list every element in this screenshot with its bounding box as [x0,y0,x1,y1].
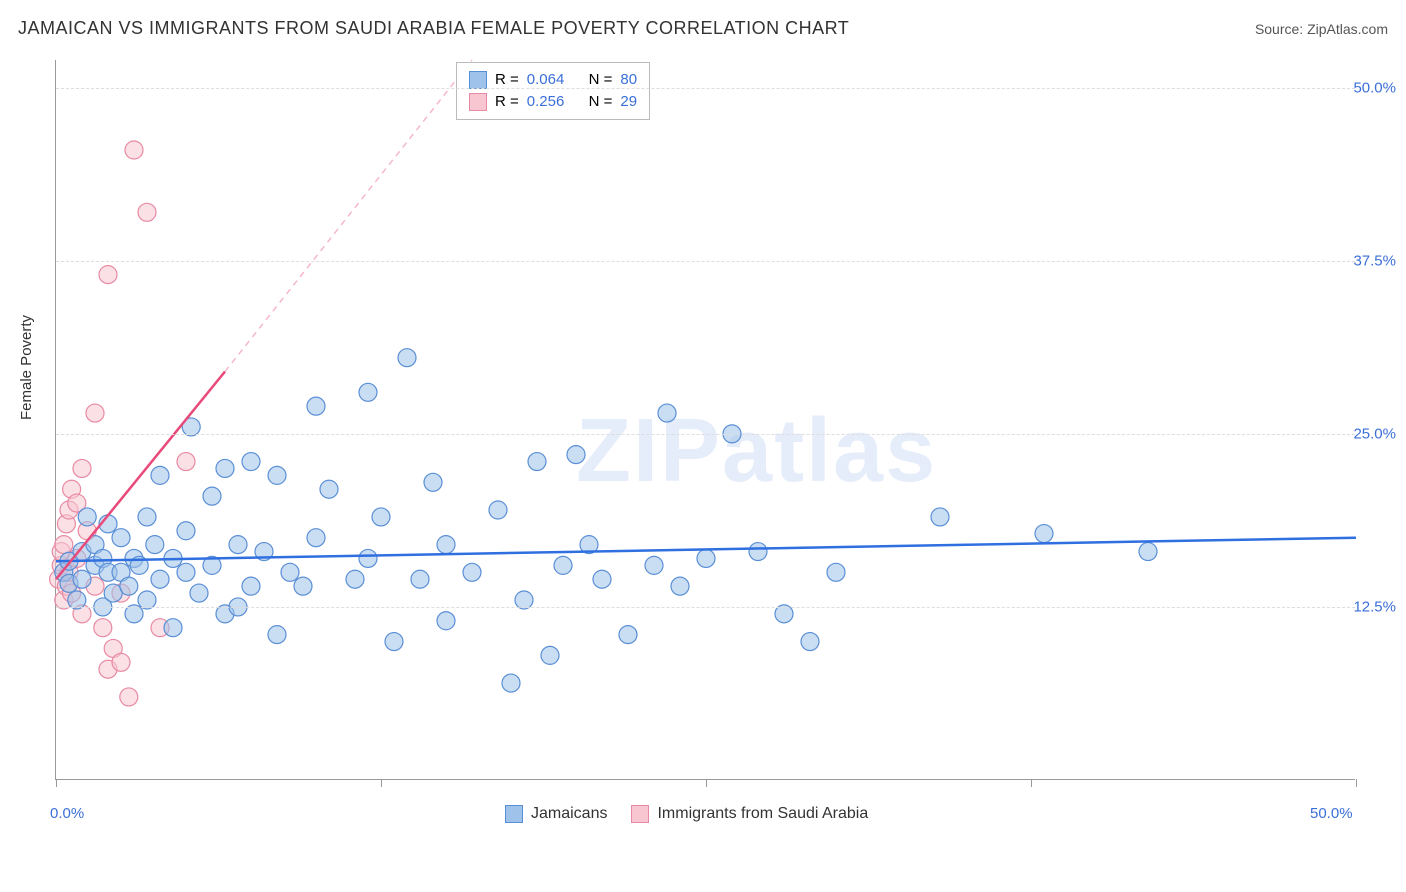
correlation-legend: R = 0.064 N = 80 R = 0.256 N = 29 [456,62,650,120]
data-point [359,383,377,401]
data-point [827,563,845,581]
plot-area: ZIPatlas R = 0.064 N = 80 R = 0.256 N = … [55,60,1355,780]
chart-title: JAMAICAN VS IMMIGRANTS FROM SAUDI ARABIA… [18,18,849,39]
data-point [138,508,156,526]
data-point [73,459,91,477]
data-point [281,563,299,581]
gridline [56,261,1355,262]
data-point [1139,543,1157,561]
data-point [411,570,429,588]
data-point [697,549,715,567]
legend-row: R = 0.256 N = 29 [469,91,637,113]
gridline [56,88,1355,89]
data-point [437,612,455,630]
data-point [385,633,403,651]
data-point [463,563,481,581]
data-point [372,508,390,526]
data-point [242,453,260,471]
data-point [593,570,611,588]
data-point [554,556,572,574]
data-point [398,349,416,367]
trend-line [225,60,472,372]
y-tick-label: 25.0% [1353,425,1396,442]
data-point [307,397,325,415]
data-point [78,508,96,526]
x-tick-label: 50.0% [1310,805,1353,822]
data-point [801,633,819,651]
data-point [151,570,169,588]
data-point [94,619,112,637]
data-point [268,466,286,484]
data-point [567,446,585,464]
data-point [671,577,689,595]
x-tick [56,779,57,787]
gridline [56,607,1355,608]
data-point [151,466,169,484]
data-point [749,543,767,561]
swatch-icon [469,71,487,89]
data-point [73,570,91,588]
data-point [931,508,949,526]
data-point [177,563,195,581]
swatch-icon [631,805,649,823]
data-point [645,556,663,574]
series-legend: Jamaicans Immigrants from Saudi Arabia [505,805,868,823]
data-point [528,453,546,471]
scatter-plot [56,60,1355,779]
data-point [619,626,637,644]
data-point [489,501,507,519]
y-tick-label: 12.5% [1353,598,1396,615]
data-point [268,626,286,644]
x-tick [381,779,382,787]
data-point [138,203,156,221]
data-point [112,653,130,671]
swatch-icon [505,805,523,823]
data-point [294,577,312,595]
data-point [229,536,247,554]
y-tick-label: 50.0% [1353,79,1396,96]
source-credit: Source: ZipAtlas.com [1255,21,1388,37]
data-point [216,459,234,477]
data-point [177,453,195,471]
data-point [190,584,208,602]
data-point [146,536,164,554]
data-point [437,536,455,554]
x-tick-label: 0.0% [50,805,84,822]
data-point [120,577,138,595]
swatch-icon [469,93,487,111]
y-axis-label: Female Poverty [18,315,35,420]
x-tick [706,779,707,787]
data-point [658,404,676,422]
data-point [86,404,104,422]
data-point [177,522,195,540]
gridline [56,434,1355,435]
data-point [125,141,143,159]
data-point [346,570,364,588]
data-point [320,480,338,498]
data-point [120,688,138,706]
data-point [359,549,377,567]
x-tick [1031,779,1032,787]
data-point [424,473,442,491]
data-point [55,536,73,554]
data-point [502,674,520,692]
x-tick [1356,779,1357,787]
data-point [541,646,559,664]
data-point [112,529,130,547]
data-point [242,577,260,595]
data-point [307,529,325,547]
data-point [1035,525,1053,543]
data-point [203,487,221,505]
data-point [99,266,117,284]
legend-item: Jamaicans [505,805,607,823]
data-point [164,619,182,637]
legend-item: Immigrants from Saudi Arabia [631,805,868,823]
y-tick-label: 37.5% [1353,252,1396,269]
